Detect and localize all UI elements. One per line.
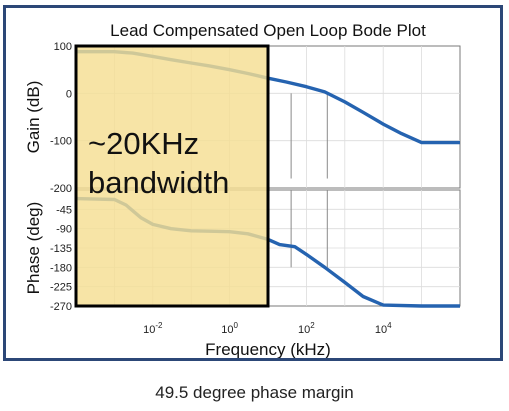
gain-ytick-label: -100 [50,136,72,148]
gain-y-axis-label: Gain (dB) [24,81,43,154]
phase-ytick-label: -135 [50,243,72,255]
phase-ytick-label: -225 [50,282,72,294]
phase-ytick-label: -180 [50,262,72,274]
phase-ytick-label: -45 [56,204,72,216]
x-tick-label: 102 [298,321,315,336]
gain-ytick-label: 0 [66,88,72,100]
chart-title: Lead Compensated Open Loop Bode Plot [110,21,426,40]
x-axis-label: Frequency (kHz) [205,340,331,358]
bode-plot: Lead Compensated Open Loop Bode Plot 100 0… [24,21,461,358]
figure-frame: Lead Compensated Open Loop Bode Plot 100 0… [3,5,503,361]
phase-ytick-label: -90 [56,224,72,236]
x-tick-label: 10-2 [143,321,163,336]
phase-y-axis-label: Phase (deg) [24,202,43,295]
gain-ytick-label: 100 [54,41,72,53]
x-tick-label: 104 [375,321,392,336]
gain-ytick-label: -200 [50,183,72,195]
phase-ytick-label: -270 [50,301,72,313]
x-tick-label: 100 [221,321,238,336]
bandwidth-annotation-line1: ~20KHz [88,126,199,161]
bandwidth-highlight [74,44,270,308]
caption: 49.5 degree phase margin [155,383,354,402]
bandwidth-annotation-line2: bandwidth [88,165,229,200]
